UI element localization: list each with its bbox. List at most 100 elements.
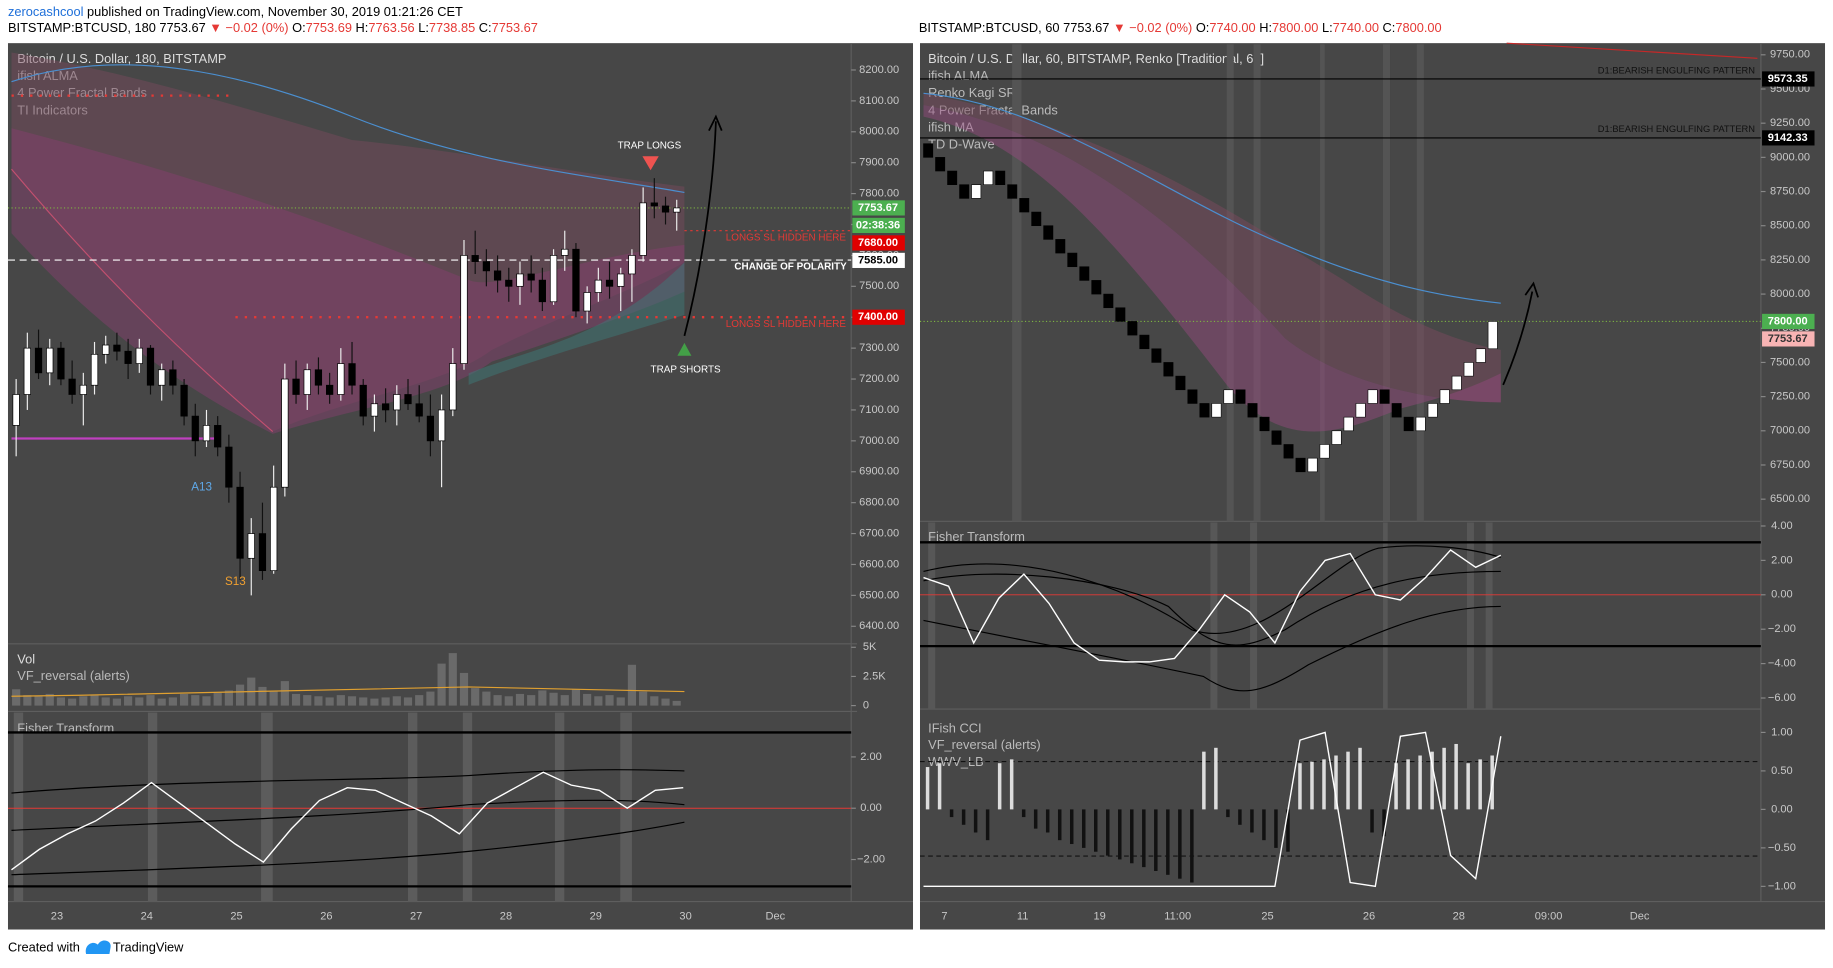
volume-bar bbox=[314, 696, 323, 706]
y-tick-label: 7500.00 bbox=[859, 280, 899, 292]
highlight bbox=[1383, 522, 1388, 710]
volume-bar bbox=[157, 698, 166, 706]
candle-body bbox=[650, 202, 658, 207]
highlight bbox=[554, 712, 565, 902]
candle-body bbox=[326, 384, 334, 395]
x-tick-label: 25 bbox=[1261, 911, 1273, 923]
quote-part: L: bbox=[1318, 21, 1332, 36]
renko-brick bbox=[1379, 389, 1390, 404]
y-tick-label: 8000.00 bbox=[859, 126, 899, 138]
annotation: S13 bbox=[225, 575, 246, 588]
legend-item: TI Indicators bbox=[17, 102, 88, 117]
fisher-band bbox=[11, 821, 685, 876]
highlight bbox=[1383, 44, 1391, 522]
price-label-box bbox=[1762, 313, 1815, 330]
candle-body bbox=[102, 344, 110, 355]
renko-brick bbox=[1139, 334, 1150, 350]
volume-bar bbox=[258, 686, 267, 706]
y-tick-label: 7200.00 bbox=[859, 373, 899, 385]
y-tick-label: 8100.00 bbox=[859, 95, 899, 107]
ifish-bar bbox=[1238, 809, 1242, 825]
volume-bar bbox=[392, 696, 401, 706]
ifish-bar bbox=[1094, 809, 1098, 852]
quote-part: C: bbox=[1379, 21, 1395, 36]
price-label-box bbox=[852, 200, 905, 216]
x-tick-label: 11:00 bbox=[1164, 911, 1191, 923]
ifish-bar bbox=[1262, 809, 1266, 841]
volume-bar bbox=[68, 698, 77, 706]
renko-brick bbox=[1283, 444, 1294, 459]
volume-bar bbox=[235, 684, 245, 706]
y-tick-label: −0.50 bbox=[1768, 842, 1796, 854]
candle-body bbox=[449, 363, 457, 411]
quote-part: 7753.67 bbox=[492, 21, 538, 36]
candle-body bbox=[314, 369, 323, 386]
quote-part: O: bbox=[292, 21, 306, 36]
ma-line bbox=[923, 92, 1501, 304]
volume-bar bbox=[336, 695, 345, 706]
legend-item: TD D-Wave bbox=[928, 137, 994, 152]
renko-brick bbox=[1187, 389, 1198, 404]
ifish-bar bbox=[1190, 809, 1194, 883]
candle-body bbox=[493, 270, 502, 281]
volume-bar bbox=[90, 695, 99, 706]
y-tick-label: 7100.00 bbox=[859, 404, 899, 416]
renko-brick bbox=[1463, 362, 1474, 377]
candle-body bbox=[426, 415, 435, 442]
renko-brick bbox=[1319, 444, 1330, 459]
renko-brick bbox=[1355, 403, 1366, 418]
fisher-band bbox=[11, 799, 685, 831]
annotation: TRAP LONGS bbox=[618, 140, 682, 151]
renko-brick bbox=[1259, 416, 1270, 432]
ifish-bar bbox=[1406, 759, 1410, 810]
y-tick-label: 0.00 bbox=[1771, 589, 1793, 601]
quote-part: ▼ −0.02 (0%) bbox=[206, 21, 292, 36]
candle-body bbox=[169, 369, 177, 386]
curved-arrow bbox=[1502, 291, 1534, 386]
countdown-box bbox=[852, 217, 905, 233]
y-tick-label: 9750.00 bbox=[1770, 49, 1810, 61]
y-tick-label: 6900.00 bbox=[859, 466, 899, 478]
volume-indicator: VF_reversal (alerts) bbox=[17, 668, 129, 683]
candle-body bbox=[673, 207, 681, 213]
x-tick-label: 27 bbox=[410, 911, 422, 923]
fisher-line bbox=[11, 771, 684, 871]
quote-part: 7800.00 bbox=[1395, 21, 1441, 36]
volume-bar bbox=[594, 696, 603, 706]
ifish-bar bbox=[973, 809, 978, 833]
volume-bar bbox=[202, 696, 211, 706]
ifish-bar bbox=[1226, 809, 1230, 818]
candle-body bbox=[594, 279, 602, 293]
legend-item: Bitcoin / U.S. Dollar, 180, BITSTAMP bbox=[17, 51, 226, 66]
candle-body bbox=[258, 533, 267, 572]
x-tick-label: 7 bbox=[941, 911, 947, 923]
y-tick-label: 0.00 bbox=[860, 802, 882, 814]
ifish-line bbox=[923, 731, 1502, 888]
volume-bar bbox=[661, 698, 670, 706]
ifish-bar bbox=[985, 809, 990, 841]
ifish-bar bbox=[1166, 809, 1170, 875]
ifish-bar bbox=[1478, 759, 1482, 810]
ifish-bar bbox=[1057, 809, 1062, 841]
candle-body bbox=[214, 425, 222, 448]
y-tick-label: 6500.00 bbox=[859, 589, 899, 601]
renko-brick bbox=[1343, 416, 1354, 432]
candle-body bbox=[68, 378, 76, 395]
ifish-bar bbox=[1021, 809, 1026, 818]
volume-bar bbox=[370, 698, 379, 706]
highlight bbox=[1210, 522, 1218, 710]
annotation: CHANGE OF POLARITY bbox=[734, 262, 847, 273]
volume-bar bbox=[303, 695, 312, 706]
quote-part: BITSTAMP:BTCUSD, 60 7753.67 bbox=[919, 21, 1110, 36]
ifish-bar bbox=[1009, 759, 1014, 810]
candle-body bbox=[23, 347, 31, 395]
footer-brand: TradingView bbox=[113, 940, 184, 955]
highlight bbox=[1226, 44, 1234, 522]
candle-body bbox=[661, 205, 670, 213]
x-tick-label: Dec bbox=[766, 911, 786, 923]
y-tick-label: 8200.00 bbox=[859, 64, 899, 76]
ifish-bar bbox=[1370, 809, 1374, 833]
y-tick-label: 8750.00 bbox=[1770, 185, 1810, 197]
volume-bar bbox=[191, 695, 200, 706]
volume-bar bbox=[448, 653, 457, 706]
